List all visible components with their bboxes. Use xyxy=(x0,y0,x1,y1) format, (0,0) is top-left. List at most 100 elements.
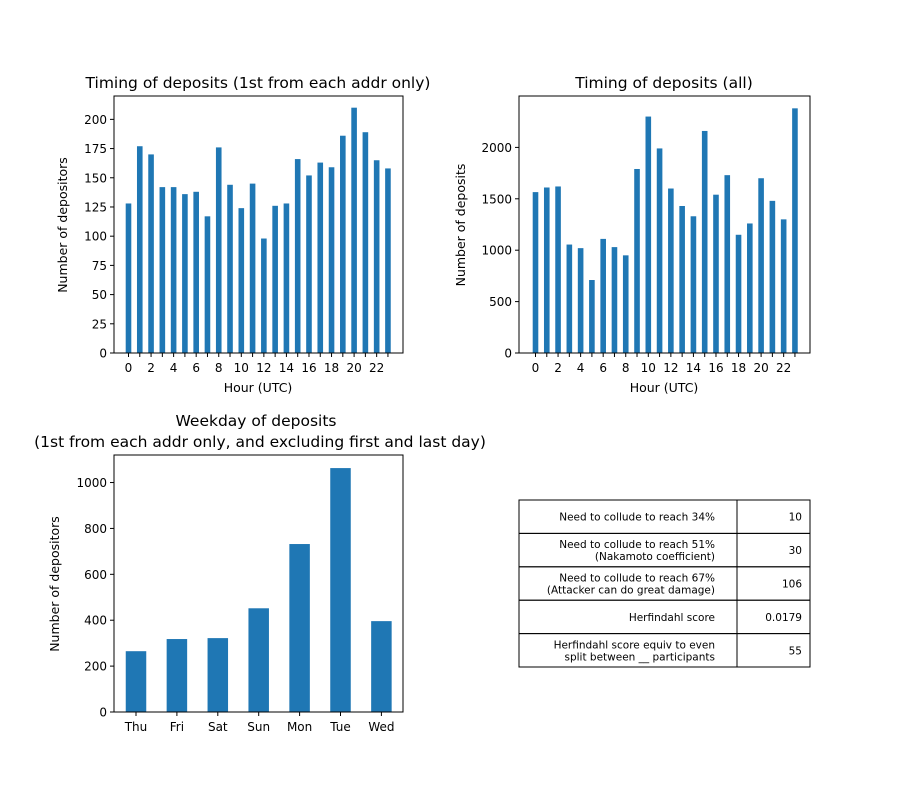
chart3-ytick-label: 800 xyxy=(84,522,107,536)
chart3-ytick-label: 400 xyxy=(84,614,107,628)
table-label-text: Need to collude to reach 51% xyxy=(559,539,715,551)
chart3-subtitle: (1st from each addr only, and excluding … xyxy=(34,433,486,451)
chart3-bar xyxy=(289,544,310,712)
hourly-all-deposit-chart: Timing of deposits (all) Hour (UTC) Numb… xyxy=(453,74,811,395)
chart2-bar xyxy=(532,192,539,353)
table-value-cell xyxy=(736,633,811,668)
hourly-first-deposit-chart: Timing of deposits (1st from each addr o… xyxy=(55,74,430,395)
chart1-bar xyxy=(170,187,177,353)
table-value-text: 106 xyxy=(782,579,802,591)
chart1-bar xyxy=(136,146,143,353)
chart1-bar xyxy=(238,208,245,353)
table-label-text: Herfindahl score equiv to even xyxy=(554,639,715,651)
chart3-xtick-label: Thu xyxy=(124,720,148,734)
chart1-xtick-label: 20 xyxy=(346,361,361,375)
chart1-bar xyxy=(215,147,222,353)
chart1-bar xyxy=(283,203,290,353)
chart1-ytick-label: 200 xyxy=(84,113,107,127)
chart2-xtick-label: 4 xyxy=(577,361,585,375)
table-label-text: (Attacker can do great damage) xyxy=(547,585,715,597)
table-label-text: Need to collude to reach 34% xyxy=(559,512,715,524)
chart2-xtick-label: 10 xyxy=(641,361,656,375)
chart1-bar xyxy=(306,175,312,353)
chart2-bar xyxy=(600,238,606,353)
chart2-ytick-label: 500 xyxy=(489,295,512,309)
chart2-xtick-label: 0 xyxy=(532,361,540,375)
chart1-xtick-label: 22 xyxy=(369,361,384,375)
chart1-xtick-label: 4 xyxy=(170,361,178,375)
chart2-axes-frame xyxy=(518,95,811,354)
weekday-deposit-chart: Weekday of deposits (1st from each addr … xyxy=(34,412,486,734)
chart1-xtick-label: 2 xyxy=(147,361,155,375)
chart2-xtick-label: 16 xyxy=(708,361,723,375)
chart1-ytick-label: 50 xyxy=(92,288,107,302)
chart2-bar xyxy=(566,244,573,353)
chart3-bar xyxy=(207,638,229,712)
chart2-bar xyxy=(758,178,764,353)
chart1-xtick-label: 10 xyxy=(234,361,249,375)
chart1-bar xyxy=(249,183,256,353)
chart3-ytick-label: 1000 xyxy=(76,476,107,490)
chart1-ytick-label: 25 xyxy=(92,317,107,331)
chart2-ytick-label: 0 xyxy=(504,347,512,361)
chart3-xtick-label: Wed xyxy=(368,720,394,734)
chart2-xtick-label: 14 xyxy=(686,361,701,375)
chart1-ytick-label: 125 xyxy=(84,200,107,214)
chart2-title: Timing of deposits (all) xyxy=(574,74,753,92)
chart3-ylabel: Number of depositors xyxy=(47,516,62,652)
chart1-xtick-label: 6 xyxy=(192,361,200,375)
chart3-bar xyxy=(248,608,269,712)
table-label-text: Herfindahl score xyxy=(629,612,715,624)
table-value-text: 55 xyxy=(789,645,802,657)
chart3-xtick-label: Mon xyxy=(287,720,312,734)
chart1-ytick-label: 150 xyxy=(84,171,107,185)
chart2-bar xyxy=(701,130,708,353)
chart2-bar xyxy=(724,175,731,353)
chart2-bar xyxy=(656,148,663,353)
chart1-ylabel: Number of depositors xyxy=(55,157,70,293)
chart2-xtick-label: 18 xyxy=(731,361,746,375)
chart1-bar xyxy=(125,203,132,353)
chart1-bar xyxy=(340,135,346,353)
chart2-bar xyxy=(792,108,798,353)
chart1-xtick-label: 18 xyxy=(324,361,339,375)
table-row: Need to collude to reach 67%(Attacker ca… xyxy=(518,566,811,601)
chart2-ytick-label: 1000 xyxy=(481,244,512,258)
chart2-ylabel: Number of deposits xyxy=(453,164,468,287)
chart2-xlabel: Hour (UTC) xyxy=(630,380,699,395)
chart3-bar xyxy=(330,468,351,712)
table-row: Need to collude to reach 51%(Nakamoto co… xyxy=(518,532,811,568)
chart1-bar xyxy=(317,162,324,353)
chart1-xtick-label: 8 xyxy=(215,361,223,375)
chart1-title: Timing of deposits (1st from each addr o… xyxy=(85,74,431,92)
chart1-bar xyxy=(159,187,166,353)
chart3-xtick-label: Fri xyxy=(170,720,184,734)
chart1-xtick-label: 12 xyxy=(256,361,271,375)
chart1-ytick-label: 75 xyxy=(92,259,107,273)
chart1-bar xyxy=(351,107,357,353)
chart2-bar xyxy=(577,248,584,353)
chart1-bar xyxy=(148,154,154,353)
chart1-xtick-label: 0 xyxy=(125,361,133,375)
chart2-bar xyxy=(690,216,697,353)
chart2-bar xyxy=(713,194,719,353)
chart1-bar xyxy=(193,191,199,353)
chart1-bar xyxy=(182,194,188,353)
chart1-bar xyxy=(328,167,335,353)
table-value-text: 0.0179 xyxy=(765,612,802,624)
chart1-bar xyxy=(227,184,233,353)
chart2-bar xyxy=(769,200,776,353)
chart1-bar xyxy=(294,159,301,353)
chart3-plot-area: 0 200 400 600 800 1000 Thu Fri Sat Sun Mon Tue Wed xyxy=(76,454,404,734)
chart1-xtick-label: 16 xyxy=(301,361,316,375)
chart1-ytick-label: 0 xyxy=(99,347,107,361)
table-label-text: (Nakamoto coefficient) xyxy=(595,551,715,563)
table-value-text: 10 xyxy=(789,512,802,524)
table-row: Need to collude to reach 34% 10 xyxy=(518,499,811,534)
chart2-bar xyxy=(645,116,652,353)
chart2-bar xyxy=(634,168,640,353)
